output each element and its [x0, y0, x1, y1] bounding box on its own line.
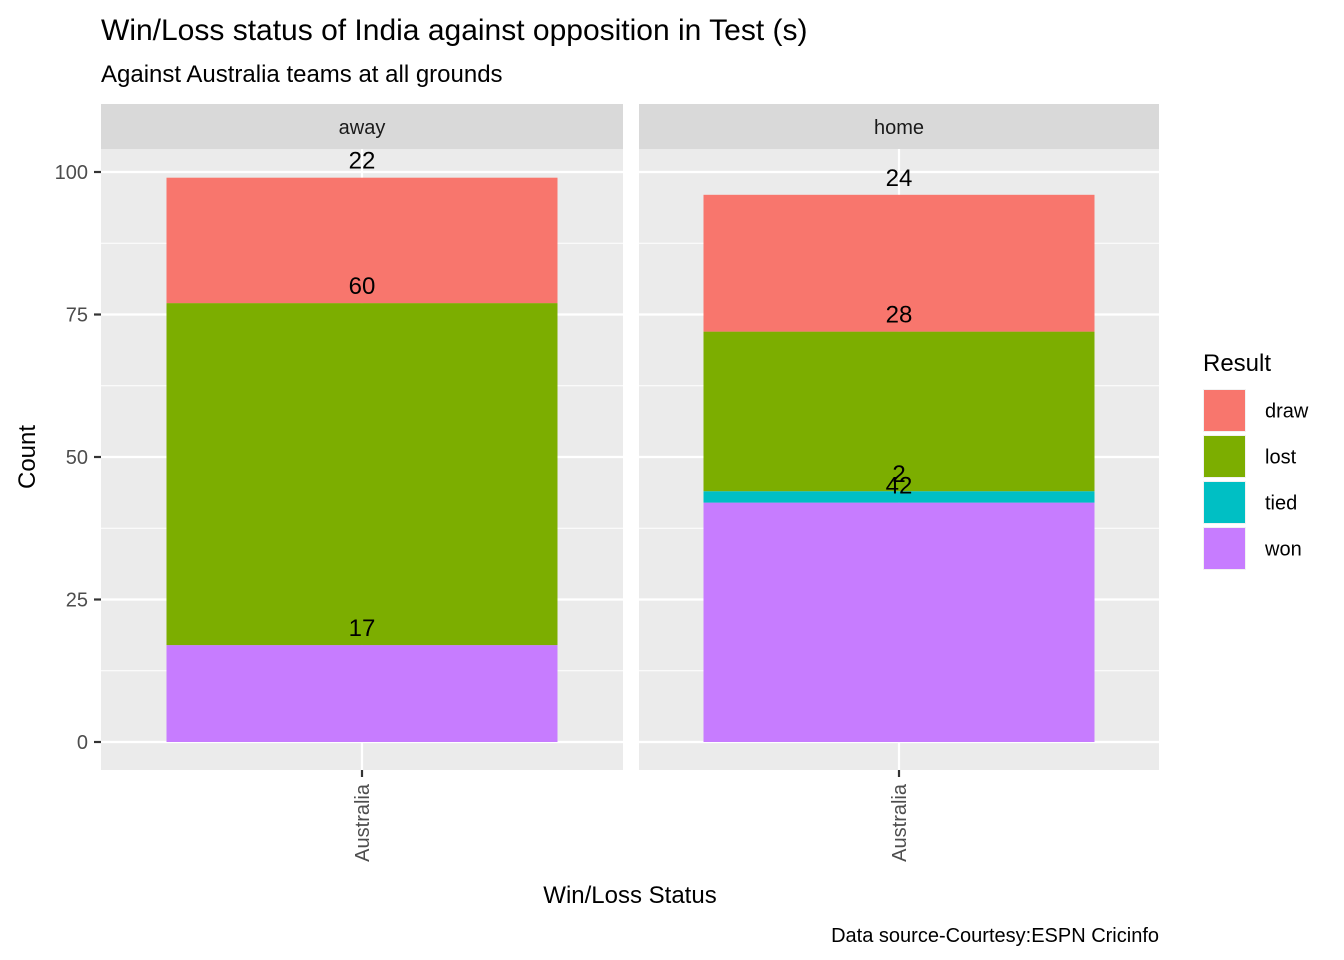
plot-area: away 17 60 22 Australia home 422 28 24 Australia 0…: [55, 104, 1159, 862]
bar-segment-won: [703, 502, 1095, 742]
data-label-won: 17: [349, 615, 376, 642]
x-tick-label: Australia: [352, 783, 374, 862]
legend: Result draw lost tied won: [1203, 350, 1309, 570]
data-label-draw: 22: [349, 148, 376, 175]
legend-title: Result: [1203, 350, 1271, 377]
bar-segment-tied: [703, 491, 1095, 503]
bar-segment-lost: [166, 303, 558, 646]
y-tick-label: 100: [55, 162, 88, 184]
bar-segment-draw: [703, 194, 1095, 332]
y-tick-label: 75: [66, 305, 88, 327]
legend-swatch-lost: [1204, 436, 1245, 477]
facet-strip-label: home: [874, 117, 924, 139]
legend-swatch-draw: [1204, 390, 1245, 431]
caption: Data source-Courtesy:ESPN Cricinfo: [831, 925, 1159, 947]
data-label-tied: 2: [892, 461, 905, 488]
facet-strip: [101, 104, 623, 149]
y-axis-title: Count: [14, 425, 41, 489]
facet-strip-label: away: [339, 117, 386, 139]
bar-segment-won: [166, 645, 558, 742]
data-label-won: 42: [886, 473, 913, 500]
data-label-draw: 24: [886, 165, 913, 192]
y-tick-label: 25: [66, 590, 88, 612]
chart-title: Win/Loss status of India against opposit…: [101, 14, 807, 47]
legend-label-lost: lost: [1265, 447, 1297, 469]
bar-segment-lost: [703, 331, 1095, 492]
legend-swatch-won: [1204, 528, 1245, 569]
legend-label-won: won: [1264, 539, 1302, 561]
legend-label-draw: draw: [1265, 401, 1309, 423]
data-label-lost: 60: [349, 273, 376, 300]
data-label-lost: 28: [886, 302, 913, 329]
y-tick-label: 0: [77, 732, 88, 754]
y-tick-label: 50: [66, 447, 88, 469]
legend-swatch-tied: [1204, 482, 1245, 523]
x-axis-title: Win/Loss Status: [543, 882, 716, 909]
facet-strip: [639, 104, 1159, 149]
chart-subtitle: Against Australia teams at all grounds: [101, 61, 503, 88]
x-tick-label: Australia: [889, 783, 911, 862]
legend-label-tied: tied: [1265, 493, 1297, 515]
bar-segment-draw: [166, 177, 558, 304]
